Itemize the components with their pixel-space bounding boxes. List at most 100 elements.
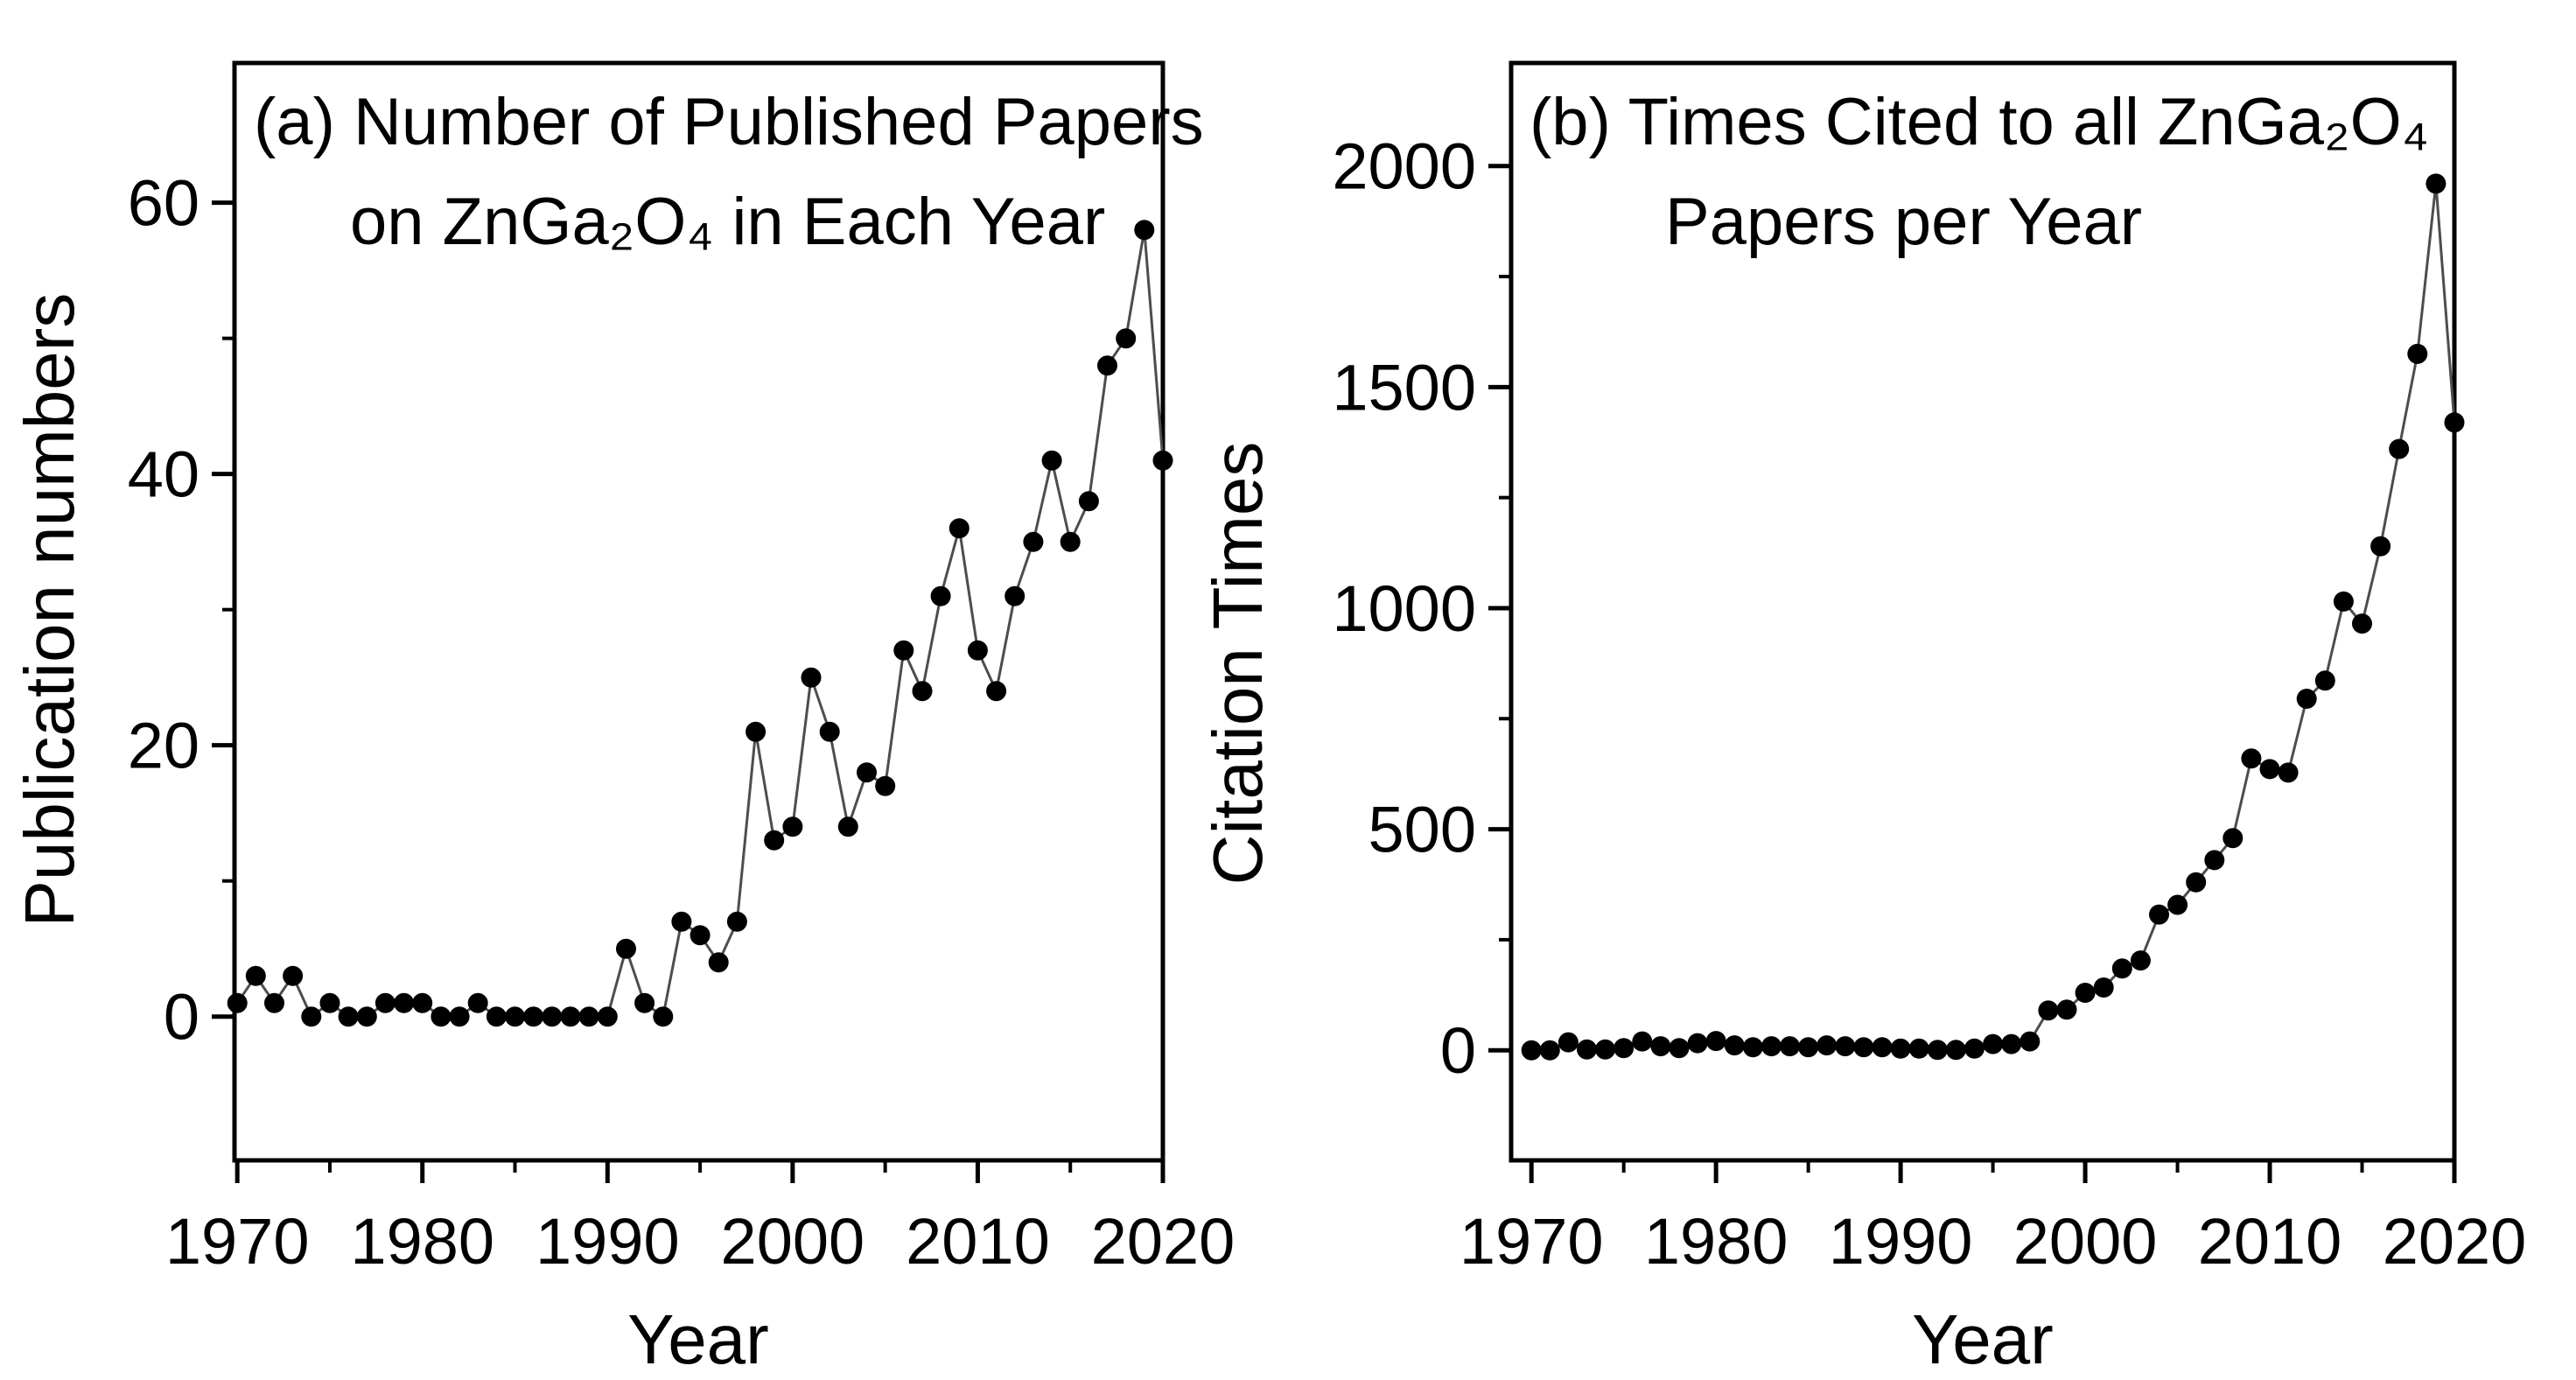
panel-a-xtick-label: 2020 <box>1091 1205 1236 1278</box>
panel-a-data-point <box>467 992 488 1013</box>
panel-a-data-line <box>235 229 1165 1019</box>
panel-a-data-point <box>986 681 1007 702</box>
panel-b-data-point <box>1780 1036 1800 1057</box>
panel-a-data-point <box>726 911 747 932</box>
panel-b-data-point <box>2111 958 2132 979</box>
panel-a-data-point <box>301 1006 322 1027</box>
panel-b-data-point <box>2259 759 2280 780</box>
panel-a-data-point <box>1004 585 1026 606</box>
panel-b-data-point <box>1890 1038 1911 1059</box>
panel-b-xtick-label: 2010 <box>2198 1205 2342 1278</box>
panel-a-data-point <box>1041 450 1062 471</box>
panel-b-data-point <box>2333 591 2354 612</box>
panel-b-ylabel: Citation Times <box>1199 442 1277 886</box>
panel-a-xtick-label: 2010 <box>906 1205 1050 1278</box>
panel-a-title-line2: on ZnGa₂O₄ in Each Year <box>350 185 1105 259</box>
panel-a-data-point <box>1134 220 1155 241</box>
panel-b-data-point <box>2093 977 2114 998</box>
panel-a-data-point <box>597 1006 618 1027</box>
panel-b-xtick-label: 2000 <box>2013 1205 2158 1278</box>
panel-b-ytick-label: 500 <box>1368 794 1476 866</box>
panel-a-data-point <box>1060 531 1081 552</box>
panel-a-data-point <box>671 911 692 932</box>
panel-b-data-point <box>1983 1033 2004 1054</box>
panel-a-data-point <box>857 762 877 783</box>
panel-b-title-line1: (b) Times Cited to all ZnGa₂O₄ <box>1530 85 2429 159</box>
panel-a-data-point <box>690 925 710 946</box>
panel-b-data-point <box>2186 872 2207 893</box>
panel-a-xtick-label: 1990 <box>536 1205 680 1278</box>
panel-b-ytick-label: 2000 <box>1332 130 1476 203</box>
panel-a-data-point <box>578 1006 599 1027</box>
panel-b-data-point <box>1614 1038 1634 1059</box>
panel-a-data-point <box>634 992 655 1013</box>
panel-a-data-point <box>338 1006 359 1027</box>
panel-a-xtick-label: 2000 <box>721 1205 865 1278</box>
panel-a-xlabel: Year <box>627 1300 769 1378</box>
panel-b-data-point <box>1908 1038 1929 1059</box>
panel-b-data-point <box>1687 1033 1708 1054</box>
panel-a-data-point <box>801 667 822 688</box>
panel-a-xtick-label: 1980 <box>350 1205 494 1278</box>
panel-b-data-point <box>1669 1038 1690 1059</box>
panel-a-data-point <box>523 1006 544 1027</box>
panel-a-data-point <box>1078 491 1099 512</box>
panel-b-xtick-label: 2020 <box>2383 1205 2527 1278</box>
panel-a-data-point <box>764 830 785 851</box>
panel-a-data-point <box>930 585 951 606</box>
panel-a-data-point <box>356 1006 377 1027</box>
panel-b-data-point <box>1872 1037 1893 1058</box>
panel-a-data-point <box>319 992 340 1013</box>
panel-b-data-point <box>1964 1038 1984 1059</box>
panel-a-data-point <box>746 721 766 742</box>
panel-a-data-point <box>837 816 858 837</box>
panel-a-data-point <box>875 775 896 796</box>
panel-a-xtick-label: 1970 <box>165 1205 310 1278</box>
panel-b-data-point <box>1835 1036 1856 1057</box>
panel-a-data-point <box>264 992 284 1013</box>
panel-b-data-point <box>1853 1037 1874 1058</box>
panel-b-data-point <box>2278 762 2299 783</box>
panel-b-ytick-label: 0 <box>1440 1014 1476 1087</box>
panel-b-data-point <box>2241 748 2262 769</box>
panel-b-data-point <box>1927 1040 1948 1061</box>
panel-a-ytick-label: 20 <box>128 710 200 782</box>
panel-a-data-point <box>542 1006 563 1027</box>
panel-b-data-point <box>2075 983 2096 1003</box>
panel-b-data-point <box>2167 894 2188 915</box>
panel-a-data-point <box>449 1006 470 1027</box>
panel-b-data-point <box>2204 850 2225 871</box>
panel-b-data-point <box>2130 950 2151 971</box>
panel-b-data-point <box>1742 1037 1763 1058</box>
panel-a-ytick-label: 40 <box>128 438 200 511</box>
panel-a-data-point <box>1023 531 1044 552</box>
panel-b-xtick-label: 1990 <box>1829 1205 1973 1278</box>
panel-a-data-point <box>227 992 248 1013</box>
panel-b-xlabel: Year <box>1912 1300 2054 1378</box>
panel-a-data-point <box>394 992 415 1013</box>
panel-a-data-point <box>412 992 433 1013</box>
panel-a-data-point <box>1152 450 1173 471</box>
panel-b-data-point <box>2222 828 2244 849</box>
panel-b-data-point <box>1761 1036 1782 1057</box>
panel-b-data-point <box>2149 904 2169 925</box>
panel-b-border <box>1508 60 2457 1163</box>
panel-a-data-point <box>782 816 803 837</box>
panel-a-data-point <box>912 681 933 702</box>
panel-b-data-point <box>2314 670 2335 691</box>
panel-a-data-point <box>283 965 304 986</box>
panel-a-data-point <box>560 1006 581 1027</box>
panel-b-data-point <box>1650 1036 1671 1057</box>
panel-b-data-line <box>1531 183 2456 1052</box>
panel-b-data-point <box>1632 1031 1653 1052</box>
panel-b-data-point <box>1577 1039 1597 1060</box>
panel-a-data-point <box>1116 328 1137 349</box>
panel-a-data-point <box>967 640 988 661</box>
panel-b-data-point <box>2020 1031 2040 1052</box>
panel-a-data-point <box>948 518 970 539</box>
panel-b-data-point <box>1945 1040 1966 1061</box>
panel-a-ytick-label: 60 <box>128 167 200 240</box>
panel-b-data-point <box>1539 1040 1560 1061</box>
panel-a-data-point <box>374 992 396 1013</box>
